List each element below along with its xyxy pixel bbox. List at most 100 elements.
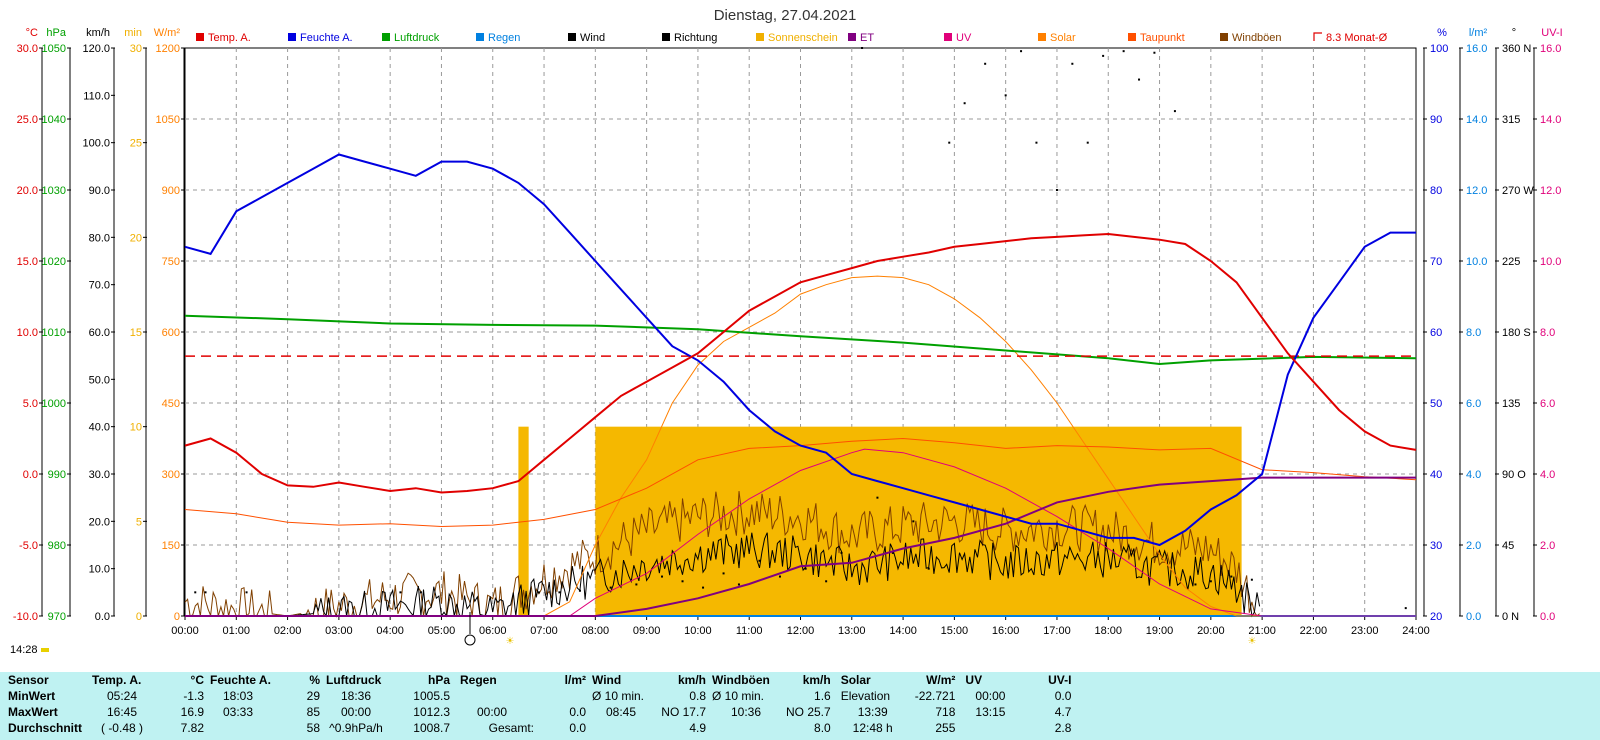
right-axis-tick: 135 bbox=[1502, 398, 1520, 410]
direction-point bbox=[948, 141, 951, 144]
left-axis-unit-3: min bbox=[124, 27, 142, 39]
right-axis-tick: 20 bbox=[1430, 611, 1442, 623]
legend-label-8: UV bbox=[956, 32, 972, 44]
direction-point bbox=[1138, 78, 1141, 81]
stats-solar-value: 718 bbox=[935, 705, 956, 719]
stats-gust-value: 8.0 bbox=[814, 721, 831, 735]
right-axis-tick: 70 bbox=[1430, 256, 1442, 268]
legend-label-2: Luftdruck bbox=[394, 32, 440, 44]
legend-swatch bbox=[382, 33, 390, 41]
legend-swatch bbox=[662, 33, 670, 41]
right-axis-tick: 80 bbox=[1430, 185, 1442, 197]
left-axis-tick: 5 bbox=[136, 516, 142, 528]
direction-point bbox=[825, 580, 828, 583]
stats-header-rain: Regen bbox=[460, 673, 497, 687]
left-axis-tick: -10.0 bbox=[13, 611, 38, 623]
right-axis-tick: 360 N bbox=[1502, 43, 1531, 55]
x-axis-tick: 04:00 bbox=[376, 625, 404, 637]
x-axis-tick: 08:00 bbox=[582, 625, 610, 637]
legend-swatch bbox=[1220, 33, 1228, 41]
stats-rain-value bbox=[534, 688, 586, 704]
right-axis-tick: 225 bbox=[1502, 256, 1520, 268]
x-axis-tick: 13:00 bbox=[838, 625, 866, 637]
direction-point bbox=[1194, 583, 1197, 586]
right-axis-unit-3: UV-I bbox=[1541, 27, 1562, 39]
left-axis-unit-2: km/h bbox=[86, 27, 110, 39]
stats-press-time: ^0.9hPa/h bbox=[329, 721, 383, 735]
stats-table: Sensor Temp. A. °C Feuchte A. % Luftdruc… bbox=[0, 672, 1071, 736]
stats-solar-value: -22.721 bbox=[914, 689, 956, 703]
x-axis-tick: 11:00 bbox=[736, 625, 763, 637]
right-axis-tick: 50 bbox=[1430, 398, 1442, 410]
direction-point bbox=[840, 551, 843, 554]
legend-label-0: Temp. A. bbox=[208, 32, 251, 44]
legend-swatch bbox=[1313, 32, 1322, 41]
left-axis-tick: 10.0 bbox=[89, 564, 110, 576]
direction-point bbox=[609, 586, 612, 589]
right-axis-tick: 60 bbox=[1430, 327, 1442, 339]
legend-label-11: Windböen bbox=[1232, 32, 1282, 44]
stats-row-label: MinWert bbox=[8, 689, 56, 703]
stats-wind-time: 08:45 bbox=[605, 705, 637, 719]
right-axis-tick: 2.0 bbox=[1466, 540, 1481, 552]
legend-label-5: Richtung bbox=[674, 32, 717, 44]
left-axis-tick: 20 bbox=[130, 232, 142, 244]
current-time-label: 14:28 bbox=[10, 644, 49, 656]
legend-swatch bbox=[288, 33, 296, 41]
stats-uv-value: 4.7 bbox=[1054, 705, 1072, 719]
series-line-wind bbox=[185, 532, 1261, 618]
stats-panel: Sensor Temp. A. °C Feuchte A. % Luftdruc… bbox=[0, 672, 1600, 740]
legend-swatch bbox=[944, 33, 952, 41]
right-axis-tick: 270 W bbox=[1502, 185, 1534, 197]
left-axis-tick: -5.0 bbox=[19, 540, 38, 552]
sunrise-icon: ☀ bbox=[506, 636, 515, 647]
left-axis-tick: 1030 bbox=[42, 185, 66, 197]
legend-swatch bbox=[196, 33, 204, 41]
legend-swatch bbox=[1038, 33, 1046, 41]
direction-point bbox=[912, 520, 915, 523]
stats-gust-value: NO 25.7 bbox=[786, 705, 831, 719]
stats-temp-value: 7.82 bbox=[180, 721, 204, 735]
stats-header-uv: UV bbox=[965, 673, 983, 687]
stats-header-wind: Wind bbox=[592, 673, 622, 687]
series-line-uv bbox=[185, 448, 1416, 617]
direction-point bbox=[578, 589, 581, 592]
stats-header-temp-unit: °C bbox=[190, 673, 204, 687]
legend-label-4: Wind bbox=[580, 32, 605, 44]
right-axis-tick: 10.0 bbox=[1466, 256, 1487, 268]
left-axis-unit-4: W/m² bbox=[154, 27, 181, 39]
direction-point bbox=[927, 567, 930, 570]
stats-gust-time: 10:36 bbox=[730, 705, 762, 719]
left-axis-tick: 0.0 bbox=[23, 469, 38, 481]
right-axis-tick: 14.0 bbox=[1466, 114, 1487, 126]
direction-point bbox=[1173, 110, 1176, 113]
stats-header-rain-unit: l/m² bbox=[564, 673, 586, 687]
stats-uv-time: 13:15 bbox=[975, 705, 1006, 719]
x-axis-tick: 23:00 bbox=[1351, 625, 1379, 637]
stats-uv-value: 0.0 bbox=[1054, 689, 1072, 703]
left-axis-unit-0: °C bbox=[26, 27, 38, 39]
direction-point bbox=[1086, 141, 1089, 144]
left-axis-tick: 900 bbox=[162, 185, 180, 197]
x-axis-tick: 00:00 bbox=[171, 625, 199, 637]
x-axis-tick: 24:00 bbox=[1402, 625, 1430, 637]
right-axis-tick: 8.0 bbox=[1540, 327, 1555, 339]
stats-header-sensor: Sensor bbox=[8, 673, 49, 687]
x-axis-tick: 12:00 bbox=[787, 625, 815, 637]
x-axis-tick: 16:00 bbox=[992, 625, 1020, 637]
right-axis-tick: 8.0 bbox=[1466, 327, 1481, 339]
x-axis-tick: 01:00 bbox=[223, 625, 251, 637]
left-axis-tick: 980 bbox=[48, 540, 66, 552]
stats-header-gust-unit: km/h bbox=[802, 673, 831, 687]
x-axis-tick: 05:00 bbox=[428, 625, 456, 637]
series-line-luftdruck bbox=[184, 314, 1417, 366]
sunset-icon: ☀ bbox=[1248, 636, 1257, 647]
direction-point bbox=[758, 559, 761, 562]
left-axis-tick: 5.0 bbox=[23, 398, 38, 410]
left-axis-tick: 1000 bbox=[42, 398, 66, 410]
legend-swatch bbox=[1128, 33, 1136, 41]
stats-header-press: Luftdruck bbox=[326, 673, 382, 687]
stats-header-gust: Windböen bbox=[712, 673, 770, 687]
stats-press-value: 1008.7 bbox=[413, 721, 450, 735]
left-axis-tick: 25 bbox=[130, 138, 142, 150]
